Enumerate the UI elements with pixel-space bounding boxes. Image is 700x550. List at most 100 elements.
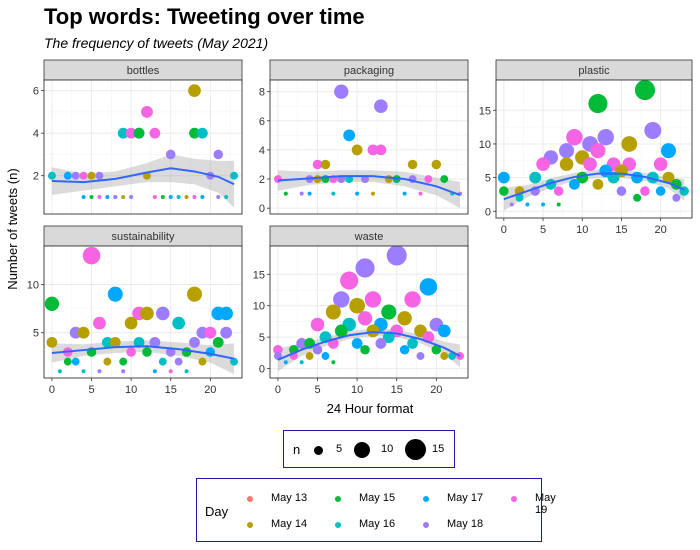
y-tick-label: 10: [479, 139, 491, 151]
data-point: [397, 311, 412, 326]
data-point: [133, 127, 145, 139]
data-point: [230, 171, 239, 180]
data-point: [158, 357, 167, 366]
data-point: [569, 178, 580, 190]
data-point: [559, 157, 574, 171]
legend-swatch: [247, 496, 253, 502]
data-point: [82, 246, 101, 265]
y-tick-label: 6: [259, 116, 265, 128]
data-point: [313, 175, 322, 183]
facet-strip-label: packaging: [344, 65, 394, 77]
data-point: [607, 171, 620, 184]
legend-label: May 16: [359, 518, 396, 530]
legend-label: May 15: [359, 492, 396, 504]
facet-bottles: bottles 2 4 6: [33, 59, 243, 215]
size-key-label: 10: [381, 443, 394, 455]
data-point: [188, 84, 201, 98]
data-point: [375, 338, 387, 349]
data-point: [592, 178, 604, 190]
data-point: [197, 127, 208, 139]
data-point: [672, 193, 681, 202]
data-point: [97, 369, 102, 374]
data-point: [633, 193, 642, 202]
data-point: [536, 157, 550, 171]
size-legend-title: n: [293, 442, 301, 457]
data-point: [57, 369, 62, 374]
x-tick-label: 5: [540, 224, 546, 236]
x-tick-label: 10: [125, 384, 137, 396]
data-point: [283, 191, 288, 196]
data-point: [660, 143, 677, 159]
data-point: [367, 144, 379, 156]
size-key-dot-medium: [354, 442, 370, 458]
data-point: [307, 191, 312, 196]
data-point: [360, 344, 370, 355]
data-point: [212, 336, 224, 348]
y-tick-label: 0: [259, 364, 265, 376]
x-tick-label: 10: [351, 384, 363, 396]
smooth-trend-line: [503, 172, 685, 201]
data-point: [220, 326, 233, 339]
data-point: [566, 129, 583, 146]
data-point: [189, 127, 200, 139]
data-point: [509, 202, 514, 207]
data-point: [312, 344, 323, 355]
data-point: [299, 191, 304, 196]
data-point: [121, 369, 126, 374]
data-point: [653, 157, 668, 171]
data-point: [440, 175, 449, 183]
x-tick-label: 15: [391, 384, 403, 396]
facet-sustainability: sustainability 5 10 0 5 10 15 20: [27, 225, 243, 396]
data-point: [95, 171, 104, 180]
data-point: [384, 175, 393, 183]
data-point: [325, 304, 341, 320]
x-tick-label: 0: [501, 224, 507, 236]
panel-border: [269, 245, 469, 379]
data-point: [382, 331, 395, 344]
x-axis-title: 24 Hour format: [327, 401, 414, 416]
panel-border: [495, 79, 693, 219]
data-point: [662, 171, 675, 184]
data-point: [631, 171, 644, 184]
data-point: [174, 357, 183, 366]
size-key-dot-small: [314, 446, 323, 455]
smooth-trend-line: [277, 175, 461, 197]
data-point: [93, 316, 106, 330]
data-point: [44, 296, 60, 311]
data-point: [172, 316, 186, 330]
legend-label: May 14: [271, 518, 308, 530]
legend-swatch: [511, 496, 517, 502]
data-point: [81, 194, 86, 199]
size-key-label: 5: [336, 443, 343, 455]
data-point: [192, 194, 197, 199]
data-point: [149, 127, 161, 139]
data-point: [310, 317, 325, 332]
data-point: [168, 194, 173, 199]
data-point: [424, 175, 433, 183]
x-tick-label: 5: [88, 384, 94, 396]
y-tick-label: 8: [259, 87, 265, 99]
y-tick-label: 5: [259, 332, 265, 344]
data-point: [305, 352, 314, 360]
data-point: [63, 357, 72, 366]
data-point: [364, 291, 382, 308]
data-point: [124, 316, 138, 330]
data-point: [186, 286, 203, 302]
data-point: [156, 306, 170, 321]
data-point: [351, 338, 363, 349]
day-legend-title: Day: [205, 504, 229, 519]
data-point: [497, 171, 510, 184]
data-point: [46, 336, 58, 348]
x-tick-label: 0: [275, 384, 281, 396]
y-tick-label: 15: [479, 105, 491, 117]
data-point: [407, 338, 418, 349]
data-point: [296, 338, 308, 349]
data-point: [616, 186, 627, 196]
data-point: [79, 171, 88, 180]
data-point: [219, 306, 233, 321]
x-tick-label: 20: [655, 224, 667, 236]
data-point: [597, 129, 614, 146]
data-point: [87, 171, 96, 180]
data-point: [340, 271, 359, 290]
